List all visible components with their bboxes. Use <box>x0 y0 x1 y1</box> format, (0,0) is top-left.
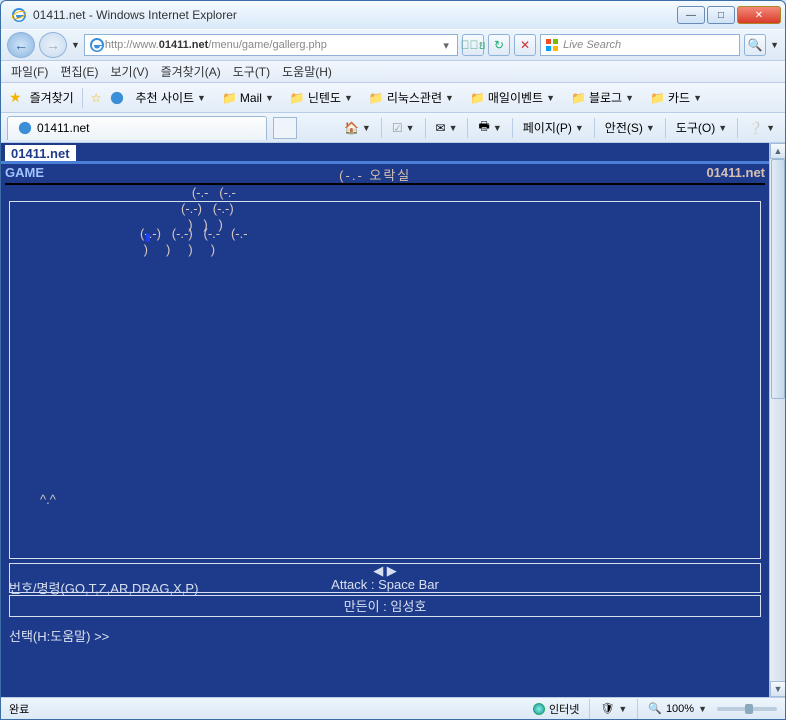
cmd-mail[interactable]: ✉▼ <box>432 121 462 135</box>
search-go-button[interactable]: 🔍 <box>744 34 766 56</box>
cursor-marker: ▮ <box>144 230 152 245</box>
search-box[interactable]: Live Search <box>540 34 740 56</box>
playfield: (-.-) (-.-) (-.- (-.- ) ) ) ) ^.^ ▮ <box>9 201 761 559</box>
header-left: GAME <box>5 165 44 184</box>
content-viewport: 01411.net GAME (-.- 오락실 01411.net (-.- (… <box>1 143 785 697</box>
live-search-icon <box>545 38 559 52</box>
cmd-page[interactable]: 페이지(P)▼ <box>519 119 588 136</box>
status-done: 완료 <box>9 701 29 717</box>
nav-toolbar: ← → ▼ http://www.01411.net/menu/game/gal… <box>1 29 785 61</box>
globe-icon <box>533 703 545 715</box>
maximize-button[interactable]: □ <box>707 6 735 24</box>
titlebar: 01411.net - Windows Internet Explorer — … <box>1 1 785 29</box>
compat-view-button[interactable]: �ีย <box>462 34 484 56</box>
search-dropdown[interactable]: ▼ <box>770 40 779 50</box>
enemies-row: (-.-) (-.-) (-.- (-.- ) ) ) ) <box>140 226 248 258</box>
scroll-down-arrow[interactable]: ▼ <box>770 681 785 697</box>
status-bar: 완료 인터넷 🛡▼ 🔍 100% ▼ <box>1 697 785 719</box>
cmd-safety[interactable]: 안전(S)▼ <box>601 119 659 136</box>
player-ship: ^.^ <box>40 492 56 508</box>
header-right: 01411.net <box>706 165 765 184</box>
favorites-label[interactable]: 즐겨찾기 <box>30 89 74 106</box>
tab-current[interactable]: 01411.net <box>7 116 267 140</box>
command-prompt: 번호/명령(GO,T,Z,AR,DRAG,X,P) 선택(H:도움말) >> <box>9 549 198 677</box>
cmd-feeds[interactable]: ☑▼ <box>388 121 419 135</box>
header-underline <box>5 183 765 185</box>
minimize-button[interactable]: — <box>677 6 705 24</box>
scroll-thumb[interactable] <box>771 159 785 399</box>
header-center: (-.- 오락실 <box>44 165 706 184</box>
suggest-star-icon: ☆ <box>91 91 102 105</box>
address-url: http://www.01411.net/menu/game/gallerg.p… <box>105 39 439 51</box>
scroll-up-arrow[interactable]: ▲ <box>770 143 785 159</box>
header-rule <box>1 161 769 164</box>
window-buttons: — □ ✕ <box>677 6 781 24</box>
fav-blog[interactable]: 📁블로그▼ <box>567 87 638 108</box>
menu-bar: 파일(F) 편집(E) 보기(V) 즐겨찾기(A) 도구(T) 도움말(H) <box>1 61 785 83</box>
game-area: 01411.net GAME (-.- 오락실 01411.net (-.- (… <box>1 143 769 697</box>
vertical-scrollbar[interactable]: ▲ ▼ <box>769 143 785 697</box>
favorites-bar: ★ 즐겨찾기 ☆ 추천 사이트▼ 📁Mail▼ 📁닌텐도▼ 📁리눅스관련▼ 📁매… <box>1 83 785 113</box>
tab-title: 01411.net <box>37 121 90 135</box>
fav-card[interactable]: 📁카드▼ <box>646 87 706 108</box>
fav-nintendo[interactable]: 📁닌텐도▼ <box>286 87 357 108</box>
close-button[interactable]: ✕ <box>737 6 781 24</box>
site-badge: 01411.net <box>5 145 76 162</box>
address-favicon <box>89 37 105 53</box>
nav-history-dropdown[interactable]: ▼ <box>71 40 80 50</box>
refresh-button[interactable]: ↻ <box>488 34 510 56</box>
zoom-thumb[interactable] <box>745 704 753 714</box>
fav-suggested[interactable]: 추천 사이트▼ <box>132 87 210 108</box>
cmd-tools[interactable]: 도구(O)▼ <box>672 119 731 136</box>
tab-favicon <box>18 121 32 135</box>
zoom-slider[interactable] <box>717 707 777 711</box>
address-dropdown[interactable]: ▾ <box>439 39 453 52</box>
zoom-control[interactable]: 🔍 100% ▼ <box>648 702 707 715</box>
menu-favorites[interactable]: 즐겨찾기(A) <box>161 63 221 80</box>
tab-command-bar: 01411.net 🏠▼ ☑▼ ✉▼ 🖶▼ 페이지(P)▼ 안전(S)▼ 도구(… <box>1 113 785 143</box>
game-header: GAME (-.- 오락실 01411.net <box>5 165 765 184</box>
fav-daily[interactable]: 📁매일이벤트▼ <box>466 87 559 108</box>
fav-linux[interactable]: 📁리눅스관련▼ <box>365 87 458 108</box>
ie-window: 01411.net - Windows Internet Explorer — … <box>0 0 786 720</box>
separator <box>82 88 83 108</box>
forward-button[interactable]: → <box>39 32 67 58</box>
window-title: 01411.net - Windows Internet Explorer <box>33 8 677 22</box>
menu-edit[interactable]: 편집(E) <box>60 63 98 80</box>
cmd-home[interactable]: 🏠▼ <box>340 121 375 135</box>
back-button[interactable]: ← <box>7 32 35 58</box>
protected-mode-icon: 🛡▼ <box>600 702 627 715</box>
menu-file[interactable]: 파일(F) <box>11 63 48 80</box>
search-placeholder: Live Search <box>563 39 621 51</box>
menu-view[interactable]: 보기(V) <box>110 63 148 80</box>
favorites-star-icon[interactable]: ★ <box>9 89 22 106</box>
address-bar[interactable]: http://www.01411.net/menu/game/gallerg.p… <box>84 34 458 56</box>
suggest-ie-icon <box>110 91 124 105</box>
menu-help[interactable]: 도움말(H) <box>282 63 332 80</box>
menu-tools[interactable]: 도구(T) <box>233 63 270 80</box>
stop-button[interactable]: ✕ <box>514 34 536 56</box>
status-zone: 인터넷 <box>533 701 579 717</box>
cmd-help[interactable]: ❔▼ <box>744 121 779 135</box>
cmd-print[interactable]: 🖶▼ <box>474 117 505 138</box>
new-tab-button[interactable] <box>273 117 297 139</box>
ie-favicon <box>11 7 27 23</box>
fav-mail[interactable]: 📁Mail▼ <box>218 89 278 107</box>
